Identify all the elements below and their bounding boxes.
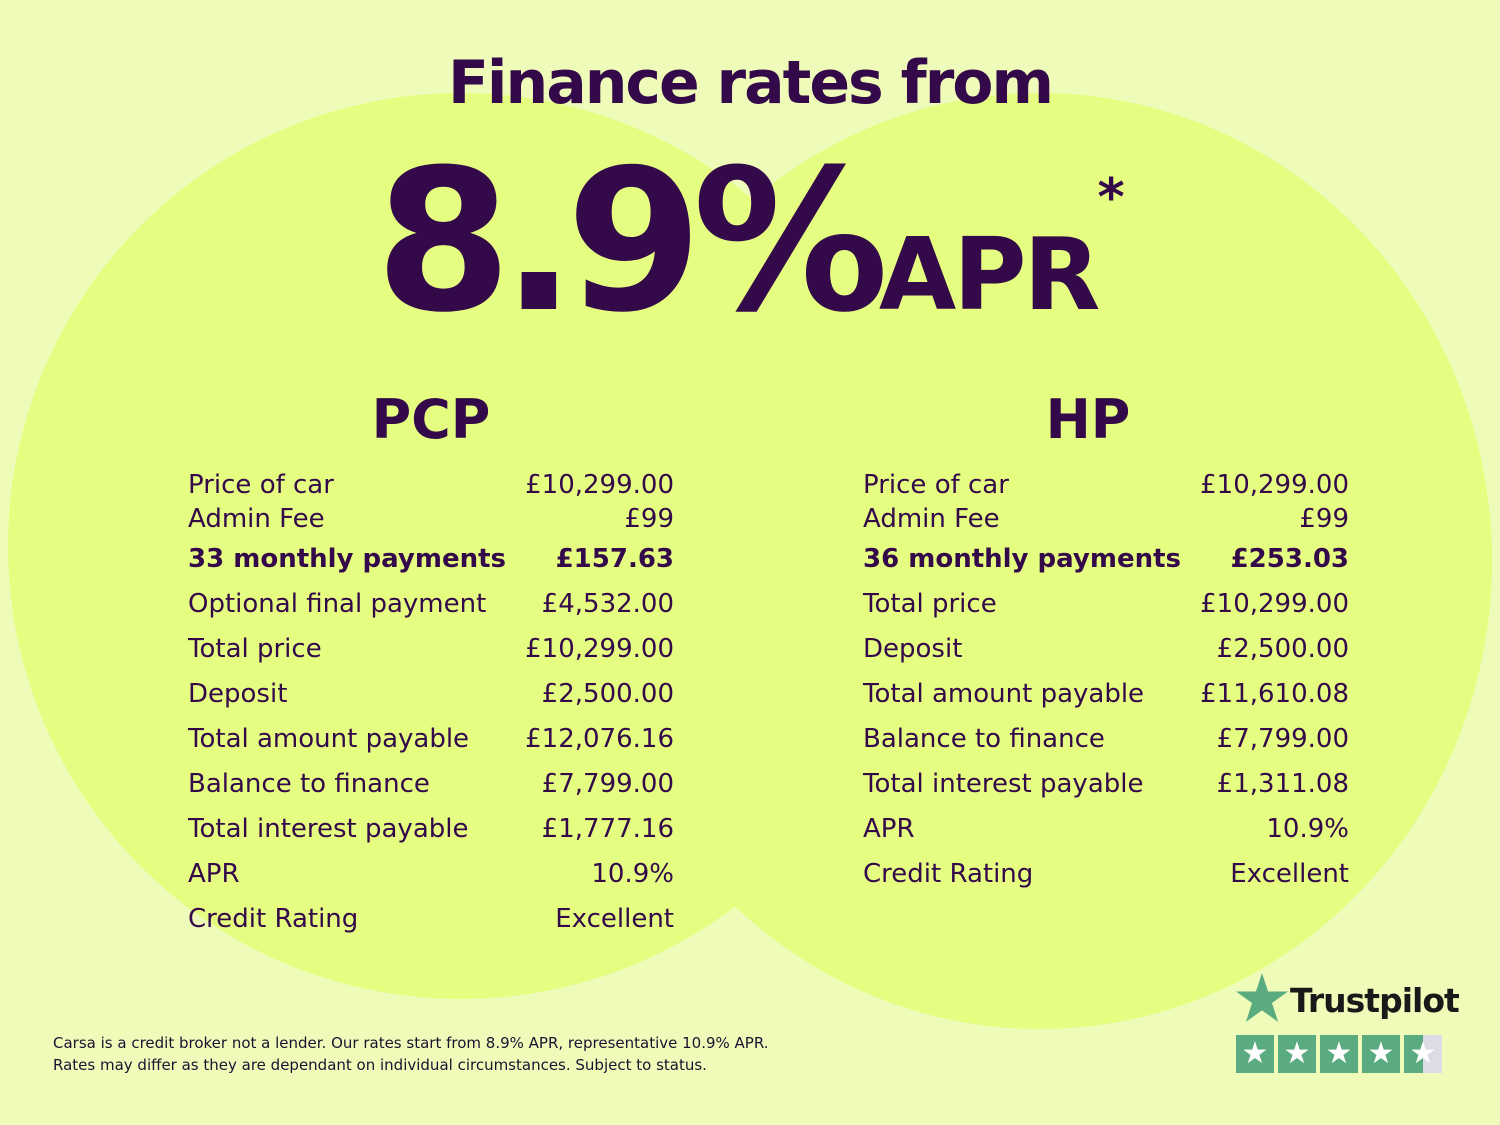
star-icon: ★ xyxy=(1362,1035,1400,1073)
disclaimer-line: Carsa is a credit broker not a lender. O… xyxy=(53,1034,769,1052)
row-label: Deposit xyxy=(863,633,963,664)
row-value: £99 xyxy=(1299,504,1349,534)
row-value: £157.63 xyxy=(555,543,674,574)
trustpilot-name: Trustpilot xyxy=(1290,981,1460,1020)
table-row: Total price £10,299.00 xyxy=(863,581,1349,626)
row-value: Excellent xyxy=(1230,858,1349,889)
row-value: £253.03 xyxy=(1230,543,1349,574)
row-value: Excellent xyxy=(555,903,674,934)
row-value: £10,299.00 xyxy=(1200,588,1349,619)
table-row: Admin Fee £99 xyxy=(188,502,674,536)
row-value: £99 xyxy=(624,504,674,534)
row-label: Total amount payable xyxy=(188,723,470,754)
row-label: Price of car xyxy=(188,470,334,500)
table-row: Admin Fee £99 xyxy=(863,502,1349,536)
row-value: 10.9% xyxy=(1266,813,1349,844)
rate-value: 8.9% xyxy=(375,128,889,356)
row-label: Total price xyxy=(188,633,322,664)
row-label: 36 monthly payments xyxy=(863,543,1181,574)
star-icon: ★ xyxy=(1278,1035,1316,1073)
rate-label: APR xyxy=(878,216,1101,333)
row-value: £12,076.16 xyxy=(525,723,674,754)
table-row: Credit Rating Excellent xyxy=(188,896,674,941)
star-icon: ★ xyxy=(1236,1035,1274,1073)
table-row: 36 monthly payments £253.03 xyxy=(863,536,1349,581)
table-row: 33 monthly payments £157.63 xyxy=(188,536,674,581)
table-row: Deposit £2,500.00 xyxy=(188,671,674,716)
row-value: £11,610.08 xyxy=(1200,678,1349,709)
row-value: £4,532.00 xyxy=(541,588,674,619)
table-row: Optional final payment £4,532.00 xyxy=(188,581,674,626)
table-row: Total price £10,299.00 xyxy=(188,626,674,671)
row-value: £10,299.00 xyxy=(1200,470,1349,500)
star-icon: ★ xyxy=(1404,1035,1442,1073)
table-row: Total amount payable £11,610.08 xyxy=(863,671,1349,716)
table-row: Balance to finance £7,799.00 xyxy=(188,761,674,806)
row-value: £7,799.00 xyxy=(1216,723,1349,754)
row-value: £1,311.08 xyxy=(1216,768,1349,799)
row-value: 10.9% xyxy=(591,858,674,889)
row-label: Price of car xyxy=(863,470,1009,500)
table-row: APR 10.9% xyxy=(863,806,1349,851)
table-row: Total interest payable £1,777.16 xyxy=(188,806,674,851)
table-row: Total amount payable £12,076.16 xyxy=(188,716,674,761)
row-label: Balance to finance xyxy=(188,768,430,799)
table-row: Price of car £10,299.00 xyxy=(188,468,674,502)
row-value: £1,777.16 xyxy=(541,813,674,844)
trustpilot-star-icon xyxy=(1236,973,1288,1022)
row-label: Deposit xyxy=(188,678,288,709)
pcp-title: PCP xyxy=(371,388,491,451)
row-label: Total interest payable xyxy=(863,768,1144,799)
table-row: Credit Rating Excellent xyxy=(863,851,1349,896)
row-label: Credit Rating xyxy=(188,903,359,934)
rate-display: 8.9%APR* xyxy=(0,128,1500,356)
row-label: APR xyxy=(863,813,915,844)
hp-title: HP xyxy=(1045,388,1131,451)
disclaimer: Carsa is a credit broker not a lender. O… xyxy=(53,1032,769,1076)
row-label: Total price xyxy=(863,588,997,619)
background-circle-right xyxy=(588,93,1492,1029)
row-value: £2,500.00 xyxy=(1216,633,1349,664)
table-row: Total interest payable £1,311.08 xyxy=(863,761,1349,806)
disclaimer-line: Rates may differ as they are dependant o… xyxy=(53,1056,707,1074)
row-label: Balance to finance xyxy=(863,723,1105,754)
table-row: Price of car £10,299.00 xyxy=(863,468,1349,502)
table-row: Balance to finance £7,799.00 xyxy=(863,716,1349,761)
row-label: Optional final payment xyxy=(188,588,487,619)
hp-table: Price of car £10,299.00 Admin Fee £99 36 mon… xyxy=(863,468,1349,896)
table-row: APR 10.9% xyxy=(188,851,674,896)
row-label: Total amount payable xyxy=(863,678,1145,709)
row-value: £10,299.00 xyxy=(525,633,674,664)
row-label: 33 monthly payments xyxy=(188,543,506,574)
row-value: £10,299.00 xyxy=(525,470,674,500)
rate-asterisk: * xyxy=(1097,168,1125,228)
pcp-table: Price of car £10,299.00 Admin Fee £99 33 mon… xyxy=(188,468,674,941)
headline: Finance rates from xyxy=(447,48,1054,118)
row-label: Admin Fee xyxy=(188,504,325,534)
star-icon: ★ xyxy=(1320,1035,1358,1073)
row-label: Total interest payable xyxy=(188,813,469,844)
row-label: Admin Fee xyxy=(863,504,1000,534)
table-row: Deposit £2,500.00 xyxy=(863,626,1349,671)
row-label: APR xyxy=(188,858,240,889)
row-value: £7,799.00 xyxy=(541,768,674,799)
row-value: £2,500.00 xyxy=(541,678,674,709)
row-label: Credit Rating xyxy=(863,858,1034,889)
